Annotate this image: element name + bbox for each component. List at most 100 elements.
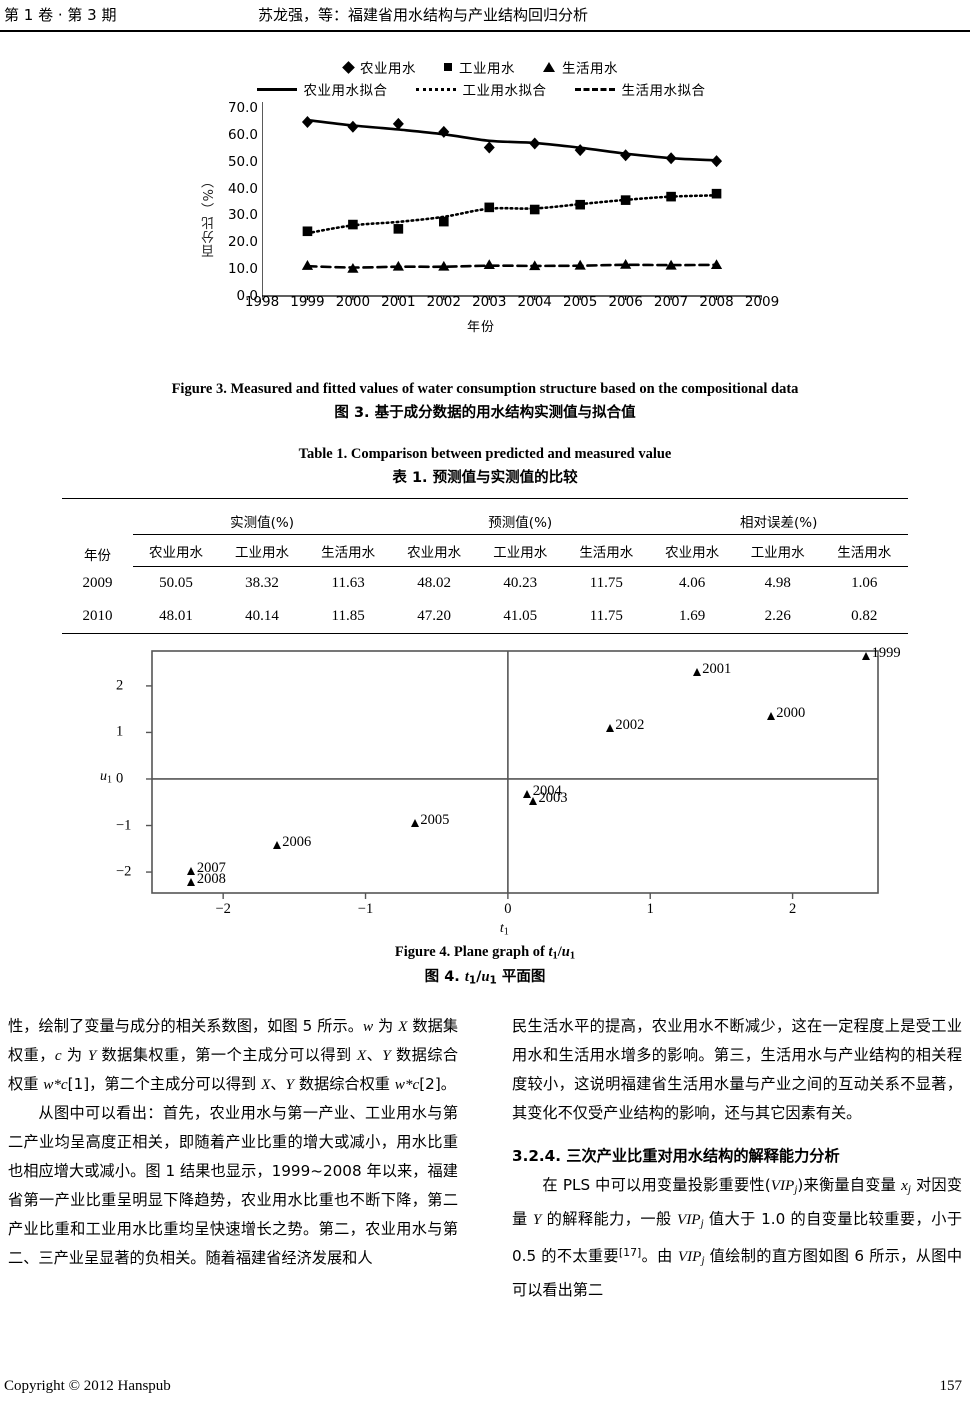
scatter-point-label: 2000 — [776, 705, 806, 722]
y-tick-label: 30.0 — [227, 207, 258, 224]
scatter-point-label: 2004 — [532, 783, 562, 800]
table-group-header: 实测值(%) — [132, 498, 392, 535]
text-run: [2]。 — [419, 1075, 456, 1093]
table-cell: 38.32 — [245, 575, 279, 591]
text-run: [1]，第二个主成分可以得到 — [67, 1075, 262, 1093]
x-tick-label: −2 — [215, 901, 231, 917]
legend-label: 生活用水拟合 — [621, 83, 706, 99]
header-rule — [0, 30, 970, 32]
scatter-point-label: 1999 — [871, 644, 901, 661]
legend-entry-domestic-fit: 生活用水拟合 — [574, 79, 706, 99]
figure-4-caption-zh: 图 4. t1/u1 平面图 — [424, 968, 546, 987]
caption-prefix: 图 4. — [424, 968, 465, 985]
table-1-caption-zh: 表 1. 预测值与实测值的比较 — [392, 470, 578, 486]
figure-3-plot: 百分比（%） 70.0 60.0 50.0 40.0 30.0 20.0 10.0 0.0 1… — [196, 100, 779, 337]
table-cell: 11.63 — [331, 575, 365, 591]
y-tick-label: 70.0 — [227, 100, 258, 116]
figure-4: −2 −1 0 1 2 2 1 0 −1 −2 u1 t1 1999 2000 2001 2002 2003 20… — [100, 643, 901, 938]
solid-line-icon — [256, 87, 297, 91]
data-point-marker — [302, 226, 313, 237]
text-run: 。由 — [641, 1247, 678, 1266]
y-axis-label: u1 — [100, 768, 113, 786]
math-w: w — [362, 1018, 374, 1035]
table-1-caption: Table 1. Comparison between predicted an… — [0, 446, 970, 487]
y-tick-label: 2 — [116, 677, 124, 694]
data-point-marker — [438, 125, 450, 138]
legend-entry-domestic: 生活用水 — [543, 57, 618, 77]
caption-prefix: Figure 4. Plane graph of — [394, 944, 549, 960]
y-axis-ticks: 70.0 60.0 50.0 40.0 30.0 20.0 10.0 0.0 — [216, 100, 262, 317]
data-point-marker — [392, 117, 404, 130]
legend-label: 工业用水 — [459, 61, 515, 77]
math-wc: w*c — [394, 1076, 420, 1093]
y-tick-label: −2 — [116, 863, 132, 880]
y-tick-label: −1 — [116, 817, 132, 834]
text-run: 对因变量 — [512, 1176, 963, 1228]
table-column-header: 工业用水 — [219, 534, 306, 567]
math-Y: Y — [382, 1047, 391, 1064]
scatter-point-label: 2003 — [538, 790, 568, 807]
scatter-point-marker — [272, 841, 281, 850]
text-run: 在 PLS 中可以用变量投影重要性( — [542, 1176, 771, 1194]
scatter-point-label: 2007 — [196, 859, 226, 876]
citation-reference: [17] — [618, 1246, 642, 1260]
figure-3-legend: 农业用水 工业用水 生活用水 农业用水拟合 工业用水拟合 — [231, 56, 731, 100]
data-point-marker — [392, 260, 404, 271]
table-cell: 41.05 — [477, 600, 564, 634]
math-vip: VIP — [677, 1248, 702, 1266]
math-X: X — [398, 1018, 408, 1035]
x-tick-label: 2009 — [744, 294, 780, 310]
figure-4-caption: Figure 4. Plane graph of t1/u1 图 4. t1/u… — [0, 944, 970, 986]
math-X: X — [356, 1047, 367, 1064]
data-point-marker — [301, 115, 313, 128]
scatter-point-label: 2002 — [615, 716, 645, 733]
x-tick-label: 0 — [504, 901, 512, 917]
table-column-header: 工业用水 — [734, 534, 821, 567]
scatter-point-marker — [692, 667, 701, 676]
body-column-left: 性，绘制了变量与成分的相关系数图，如图 5 所示。w 为 X 数据集权重，c 为… — [8, 1012, 458, 1273]
x-tick-label: 1998 — [244, 294, 280, 310]
math-wc: w*c — [43, 1076, 68, 1093]
y-tick-label: 0.0 — [236, 288, 258, 304]
dotted-line-icon — [415, 87, 456, 91]
legend-label: 生活用水 — [562, 61, 618, 77]
text-run: 数据综合权重 — [294, 1075, 395, 1093]
section-heading-3-2-4: 3.2.4. 三次产业比重对用水结构的解释能力分析 — [512, 1147, 840, 1165]
x-tick-label: 2001 — [381, 294, 416, 310]
series-fit-line — [306, 263, 718, 269]
scatter-point-marker — [187, 866, 196, 875]
x-axis-ticks: 1998 1999 2000 2001 2002 2003 2004 2005 2006 2007… — [196, 294, 779, 314]
table-cell: 47.20 — [391, 600, 478, 634]
text-run: 值绘制的直方图如图 6 所示，从图中可以看出第二 — [512, 1247, 963, 1300]
text-run: 数据集权重， — [8, 1017, 459, 1064]
paragraph-right-1: 民生活水平的提高，农业用水不断减少，这在一定程度上是受工业用水和生活用水增多的影… — [512, 1017, 962, 1122]
triangle-marker-icon — [543, 62, 555, 72]
scatter-point-label: 2008 — [196, 871, 226, 888]
text-run: 、 — [270, 1075, 286, 1093]
page-footer: Copyright © 2012 Hanspub 157 — [0, 1378, 970, 1404]
math-subscript: j — [700, 1217, 704, 1230]
table-column-header: 生活用水 — [563, 534, 650, 567]
y-tick-label: 0 — [116, 770, 124, 787]
x-tick-label: 1 — [646, 901, 654, 917]
x-axis-label: 年份 — [466, 320, 495, 335]
table-cell: 4.98 — [764, 575, 791, 591]
data-point-marker — [665, 259, 677, 270]
scatter-point-marker — [862, 651, 871, 660]
table-group-header: 相对误差(%) — [649, 498, 908, 535]
table-cell: 11.85 — [305, 600, 392, 634]
data-point-marker — [347, 120, 359, 133]
data-point-marker — [483, 141, 495, 154]
math-Y: Y — [87, 1047, 97, 1064]
text-run: 性，绘制了变量与成分的相关系数图，如图 5 所示。 — [8, 1017, 363, 1035]
table-column-header: 农业用水 — [391, 534, 478, 567]
text-run: 为 — [61, 1046, 88, 1064]
data-point-marker — [666, 191, 676, 202]
text-run: 为 — [373, 1017, 399, 1035]
dashed-line-icon — [574, 87, 615, 91]
data-point-marker — [439, 216, 449, 227]
x-tick-label: 2000 — [335, 294, 371, 310]
table-sub-header-row: 农业用水 工业用水 生活用水 农业用水 工业用水 生活用水 农业用水 工业用水 生活用水 — [62, 534, 908, 567]
table-column-header: 生活用水 — [820, 534, 908, 567]
caption-suffix: 平面图 — [496, 968, 546, 985]
